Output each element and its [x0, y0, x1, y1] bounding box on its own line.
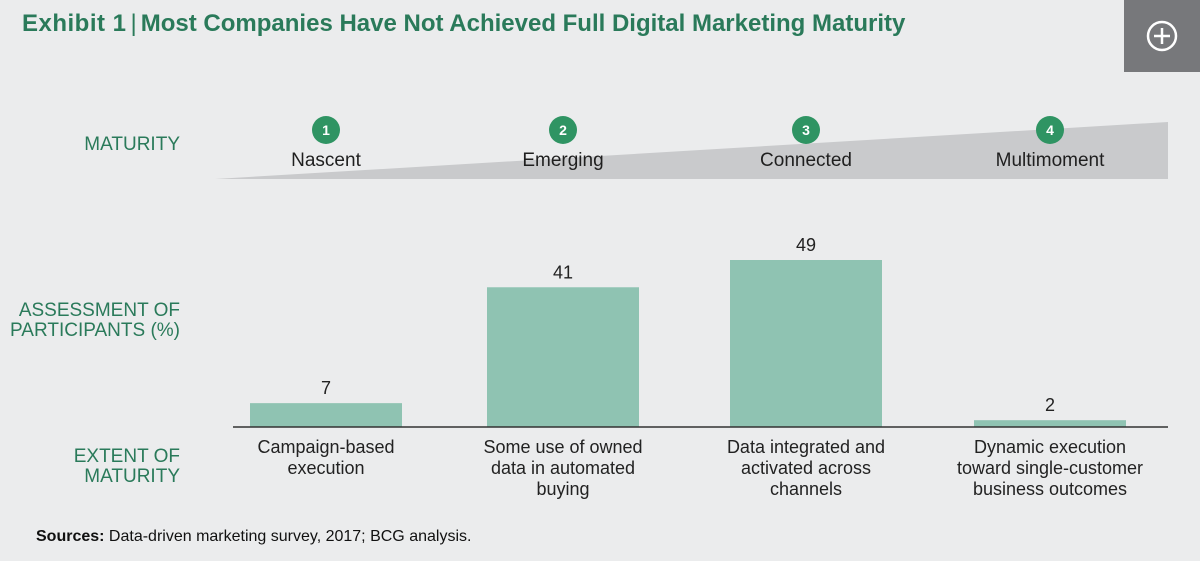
maturity-stages: 1 Nascent 2 Emerging 3 Connected 4 Multimoment: [291, 116, 1105, 171]
source-label: Sources:: [36, 528, 105, 545]
stage-number-circle: [792, 116, 820, 144]
value-labels: 7 41 49 2: [321, 235, 1055, 415]
category-label-line: business outcomes: [972, 479, 1128, 499]
stage-number-circle: [549, 116, 577, 144]
maturity-label: MATURITY: [84, 134, 180, 155]
stage-number-circle: [312, 116, 340, 144]
stage-name: Multimoment: [996, 150, 1105, 171]
category-label: Some use of owned data in automated buying: [443, 437, 683, 500]
bar: [974, 420, 1126, 427]
stage-name: Nascent: [291, 150, 361, 171]
category-label-line: activated across: [740, 458, 872, 478]
category-label-line: data in automated: [490, 458, 636, 478]
bar-value-label: 49: [796, 235, 816, 255]
source-note: Sources: Data-driven marketing survey, 2…: [36, 528, 471, 546]
bar: [250, 403, 402, 427]
category-label-line: execution: [287, 458, 365, 478]
category-label-line: Dynamic execution: [973, 437, 1127, 457]
category-label-line: buying: [536, 479, 590, 499]
bar-value-label: 41: [553, 262, 573, 282]
assessment-label-line1: ASSESSMENT OF: [18, 300, 180, 321]
category-label-line: toward single-customer: [956, 458, 1144, 478]
stage-number: 3: [802, 122, 810, 138]
extent-label-line1: EXTENT OF: [73, 446, 180, 467]
bar: [487, 287, 639, 427]
category-label-line: channels: [769, 479, 843, 499]
bars: [250, 260, 1126, 427]
title-separator: |: [130, 10, 137, 37]
category-label-line: Data integrated and: [726, 437, 886, 457]
category-label: Campaign-based execution: [206, 437, 446, 479]
stage-name: Connected: [760, 150, 852, 171]
exhibit-title: Most Companies Have Not Achieved Full Di…: [140, 10, 906, 37]
assessment-row-label: ASSESSMENT OF PARTICIPANTS (%): [8, 301, 180, 341]
stage-number: 2: [559, 122, 567, 138]
stage-number-circle: [1036, 116, 1064, 144]
category-label: Data integrated and activated across chann…: [686, 437, 926, 500]
category-label: Dynamic execution toward single-customer b…: [930, 437, 1170, 500]
extent-label-line2: MATURITY: [84, 466, 180, 487]
assessment-label-line2: PARTICIPANTS (%): [10, 320, 180, 341]
stage-number: 1: [322, 122, 330, 138]
extent-row-label: EXTENT OF MATURITY: [8, 447, 180, 487]
category-label-line: Some use of owned: [483, 437, 643, 457]
category-label-line: Campaign-based: [257, 437, 395, 457]
exhibit-label: Exhibit 1: [22, 10, 127, 37]
maturity-wedge: [215, 122, 1168, 179]
plus-circle-icon: [1146, 20, 1178, 52]
stage-name: Emerging: [522, 150, 603, 171]
bar-value-label: 2: [1045, 395, 1055, 415]
maturity-row-label: MATURITY: [8, 135, 180, 155]
expand-button[interactable]: [1124, 0, 1200, 72]
bar: [730, 260, 882, 427]
source-text: Data-driven marketing survey, 2017; BCG …: [104, 528, 472, 545]
page-title: Exhibit 1 | Most Companies Have Not Achiev…: [22, 10, 905, 38]
stage-number: 4: [1046, 122, 1054, 138]
bar-value-label: 7: [321, 378, 331, 398]
